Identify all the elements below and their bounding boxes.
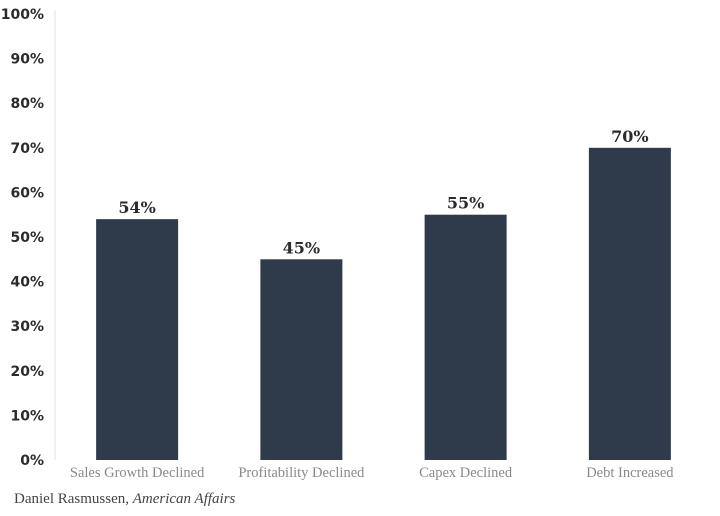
y-tick-label: 10% xyxy=(10,408,44,424)
y-tick-label: 70% xyxy=(10,141,44,157)
x-tick-label: Sales Growth Declined xyxy=(70,465,205,481)
credit-publication: American Affairs xyxy=(132,491,236,507)
source-credit: Daniel Rasmussen, American Affairs xyxy=(14,491,235,508)
y-tick-label: 80% xyxy=(10,96,44,112)
bar-value-label: 45% xyxy=(283,238,320,257)
x-tick-label: Debt Increased xyxy=(586,465,674,481)
bar xyxy=(588,147,671,461)
y-tick-label: 0% xyxy=(20,453,44,469)
bar xyxy=(424,214,507,460)
bar xyxy=(260,259,343,460)
y-tick-label: 100% xyxy=(1,7,44,23)
bar xyxy=(96,219,179,460)
bar-value-label: 55% xyxy=(447,194,484,213)
y-tick-label: 20% xyxy=(10,364,44,380)
bar-value-label: 70% xyxy=(611,127,648,146)
y-tick-label: 40% xyxy=(10,275,44,291)
x-tick-label: Capex Declined xyxy=(419,465,513,481)
bar-value-label: 54% xyxy=(118,198,155,217)
y-tick-label: 90% xyxy=(10,52,44,68)
y-tick-label: 60% xyxy=(10,185,44,201)
x-tick-label: Profitability Declined xyxy=(238,465,365,481)
y-tick-label: 30% xyxy=(10,319,44,335)
credit-author: Daniel Rasmussen, xyxy=(14,491,129,507)
y-tick-label: 50% xyxy=(10,230,44,246)
